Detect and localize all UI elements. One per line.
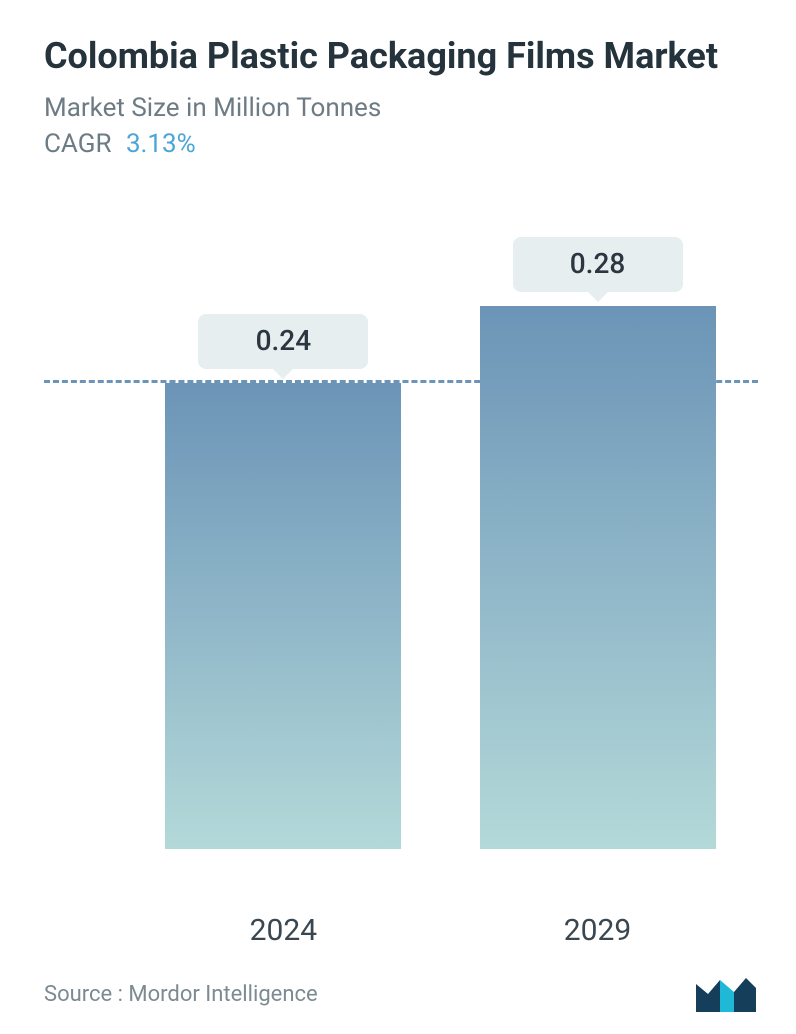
brand-logo-icon [694,974,758,1014]
chart-card: Colombia Plastic Packaging Films Market … [0,0,796,1034]
bar [165,383,401,849]
bar-column: 0.28 [480,306,716,849]
cagr-value: 3.13% [126,129,196,159]
value-label: 0.24 [198,314,368,369]
value-label: 0.28 [513,237,683,292]
bar [480,306,716,849]
bar-chart: 0.24 0.28 2024 2029 [44,209,758,958]
chart-title: Colombia Plastic Packaging Films Market [44,34,724,79]
x-axis-label: 2024 [250,913,317,948]
bar-column: 0.24 [165,383,401,849]
cagr-row: CAGR 3.13% [44,129,758,159]
cagr-label: CAGR [44,129,111,159]
source-text: Source : Mordor Intelligence [44,982,318,1007]
chart-subtitle: Market Size in Million Tonnes [44,93,758,123]
x-axis-label: 2029 [564,913,631,948]
chart-footer: Source : Mordor Intelligence [44,968,758,1014]
